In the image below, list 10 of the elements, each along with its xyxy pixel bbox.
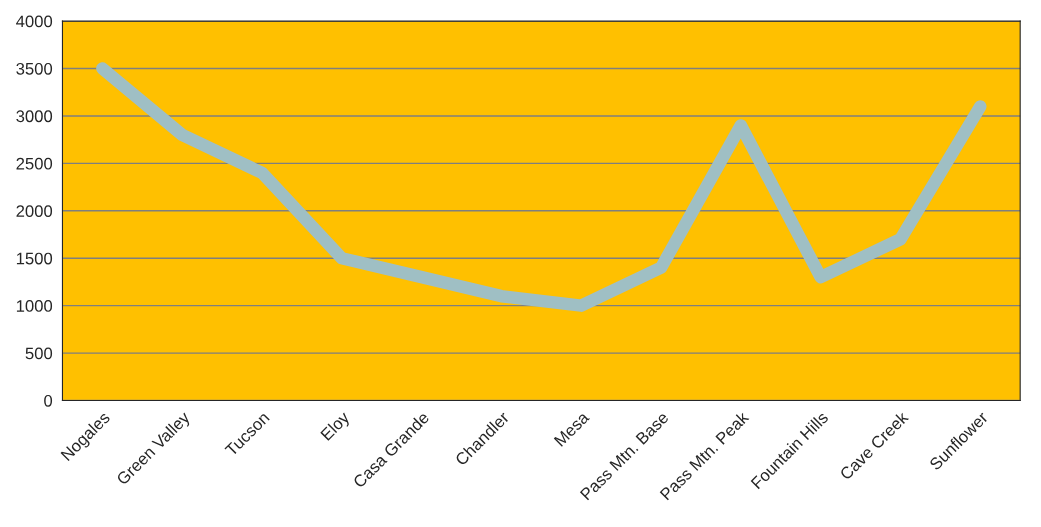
y-tick-label: 500 [25,347,53,360]
y-tick-label: 3500 [16,62,53,75]
y-tick-label: 1500 [16,252,53,265]
y-tick-label: 3000 [16,110,53,123]
y-tick-label: 1000 [16,300,53,312]
x-tick-label: Eloy [319,410,353,444]
y-tick-label: 2000 [16,205,53,217]
y-tick-label: 0 [44,394,53,407]
y-tick-label: 4000 [16,15,53,28]
y-tick-label: 2500 [16,157,53,170]
